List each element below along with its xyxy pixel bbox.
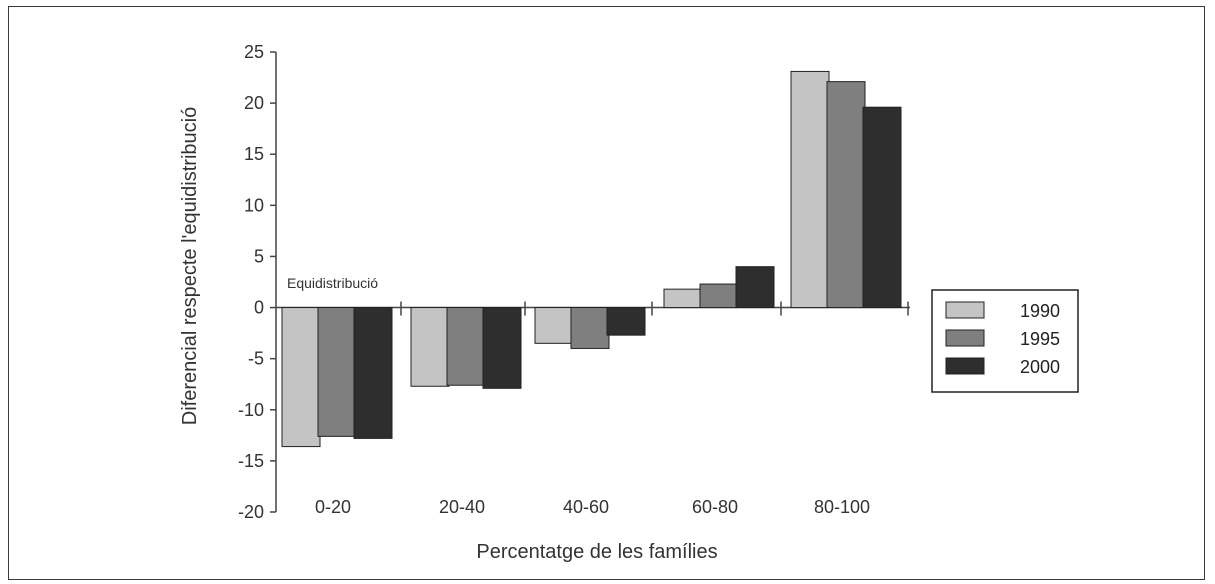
legend-label-1995: 1995: [1020, 329, 1060, 349]
bar-1995-80-100: [826, 81, 866, 309]
bar-2000-20-40: [482, 307, 522, 389]
bar-1995-40-60: [570, 307, 610, 349]
y-tick-label: 15: [244, 144, 264, 164]
category-label: 60-80: [692, 497, 738, 517]
chart-frame: [8, 6, 1205, 580]
legend-swatch-2000: [945, 357, 985, 375]
bar-1990-60-80: [663, 288, 703, 309]
bar-1995-20-40: [446, 307, 486, 386]
y-axis-title: Diferencial respecte l'equidistribució: [179, 107, 201, 425]
y-tick-label: 25: [244, 42, 264, 62]
category-labels: 0-20 20-40 40-60 60-80 80-100: [315, 497, 870, 517]
x-axis-title: Percentatge de les famílies: [476, 541, 717, 563]
bar-2000-40-60: [606, 307, 646, 336]
bar-1990-80-100: [790, 70, 830, 309]
category-label: 40-60: [563, 497, 609, 517]
bar-2000-60-80: [735, 266, 775, 309]
bar-1990-0-20: [281, 307, 321, 448]
bar-1995-0-20: [317, 307, 357, 437]
category-label: 0-20: [315, 497, 351, 517]
legend-swatch-1990: [945, 301, 985, 319]
y-tick-label: -20: [238, 502, 264, 522]
legend-label-2000: 2000: [1020, 357, 1060, 377]
legend: 1990 1995 2000: [931, 289, 1079, 393]
category-label: 80-100: [814, 497, 870, 517]
legend-items: 1990 1995 2000: [945, 301, 1060, 377]
y-tick-label: -10: [238, 400, 264, 420]
bars: [281, 70, 902, 448]
y-tick-label: 0: [254, 298, 264, 318]
bar-1995-60-80: [699, 283, 739, 309]
bar-2000-0-20: [353, 307, 393, 439]
y-tick-label: 10: [244, 195, 264, 215]
y-tick-label: 20: [244, 93, 264, 113]
bar-1990-20-40: [410, 307, 450, 387]
y-ticks: 25 20 15 10 5 0 -5 -10 -15 -20: [238, 42, 276, 522]
legend-swatch-1995: [945, 329, 985, 347]
equidistribution-annotation: Equidistribució: [287, 275, 378, 291]
legend-label-1990: 1990: [1020, 301, 1060, 321]
bar-1990-40-60: [534, 307, 574, 344]
bar-2000-80-100: [862, 106, 902, 309]
y-tick-label: -15: [238, 451, 264, 471]
category-label: 20-40: [439, 497, 485, 517]
y-tick-label: -5: [248, 349, 264, 369]
y-tick-label: 5: [254, 246, 264, 266]
